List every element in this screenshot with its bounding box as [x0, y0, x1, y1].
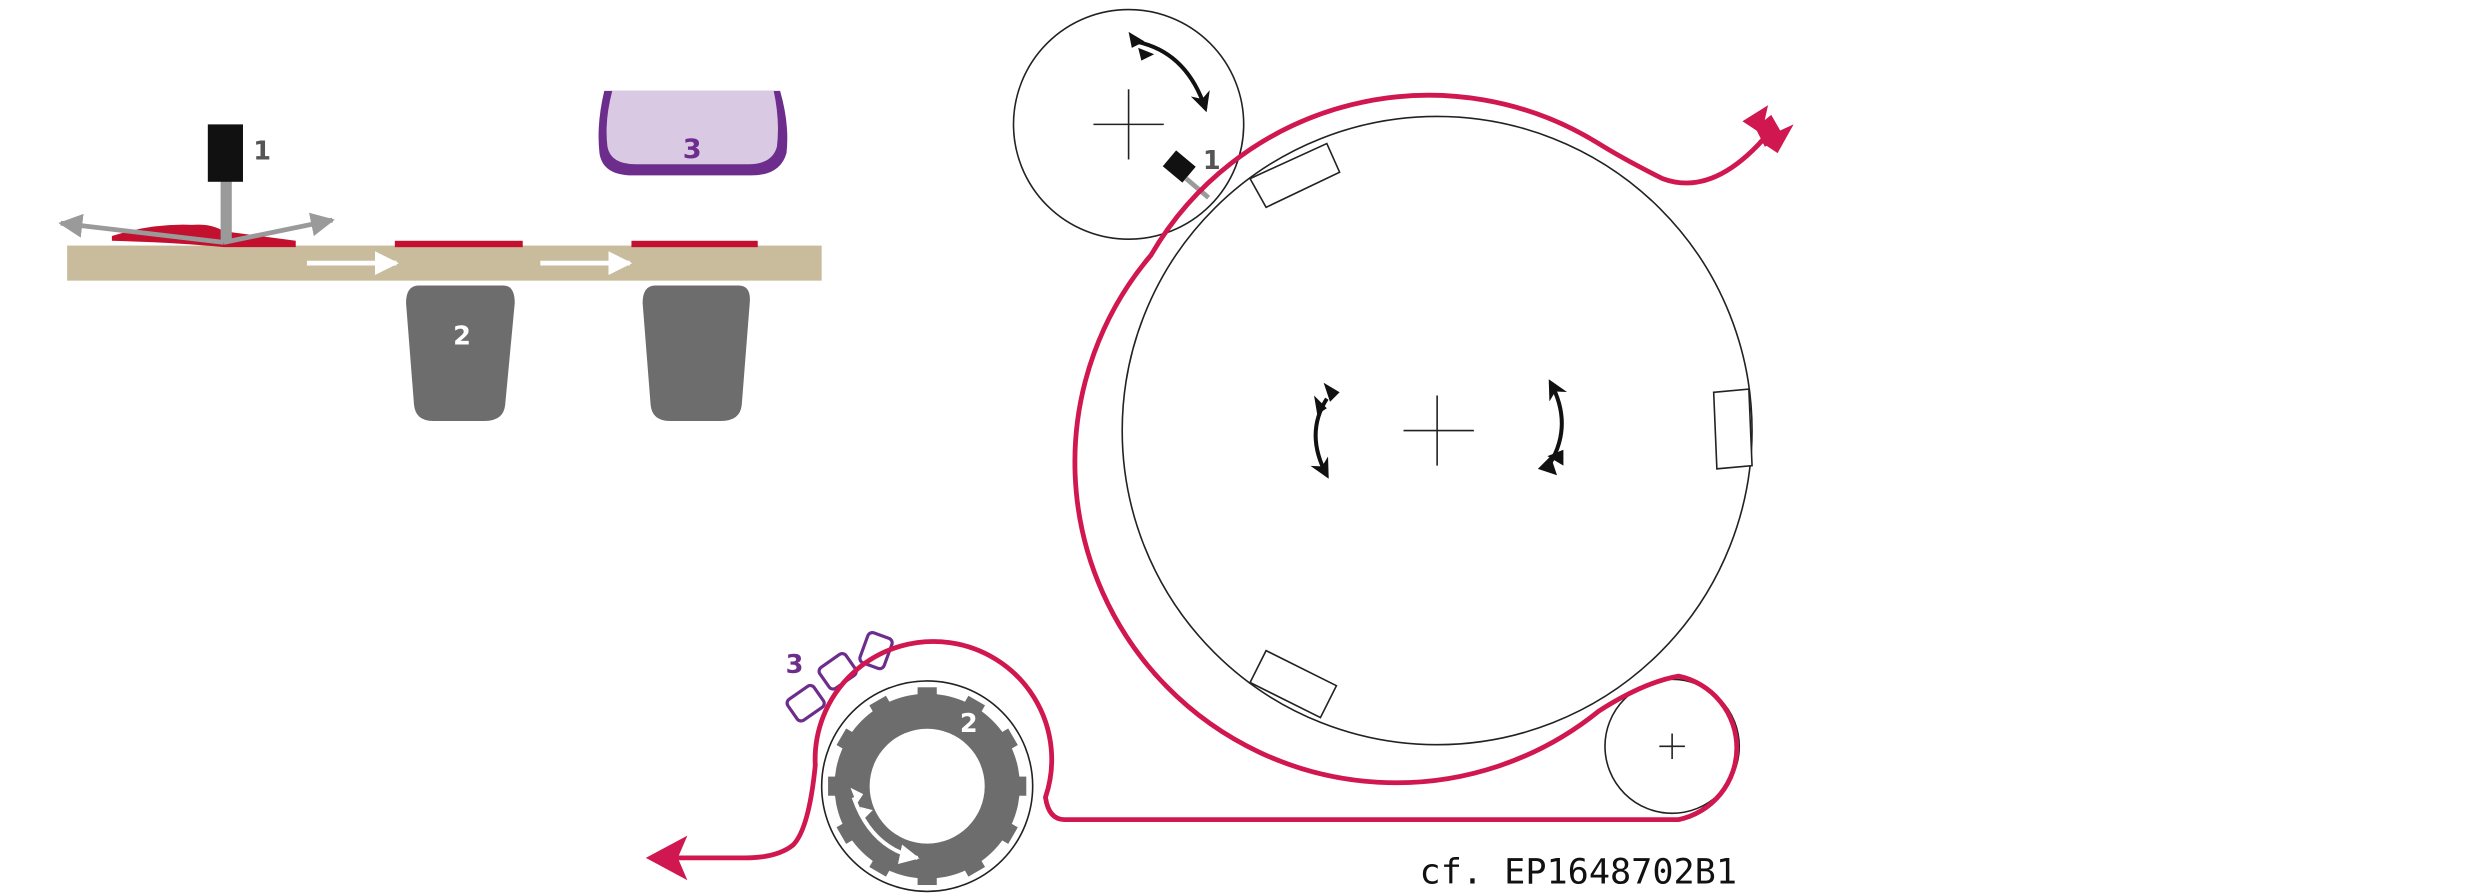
cutter: 1	[207, 124, 271, 243]
pads-label: 3	[786, 650, 804, 680]
carrier-web	[67, 245, 822, 281]
cutter-label: 1	[253, 136, 271, 166]
gear-roll: 2	[820, 680, 1034, 893]
right-figure: 1	[645, 8, 1794, 893]
drum-cutter: 1	[1162, 146, 1221, 200]
drum-pocket	[1248, 142, 1341, 209]
peeled-label	[111, 224, 296, 248]
knife-arrow-right	[223, 212, 335, 245]
left-figure: 3 1 2	[58, 90, 822, 421]
patent-citation: cf. EP1648702B1	[1420, 851, 1737, 892]
roller-label: 2	[453, 321, 471, 351]
web-path	[671, 92, 1770, 861]
applicator-pad: 3	[598, 90, 788, 176]
gear-roll-label: 2	[960, 709, 978, 739]
knife-arrow-left	[58, 213, 225, 245]
arrow-fletching	[1128, 31, 1155, 61]
web-entry-arrow	[1742, 105, 1794, 154]
arrow-fletching	[1537, 449, 1564, 476]
upper-rotation-arrow	[1134, 39, 1210, 113]
upper-roll	[1012, 8, 1245, 240]
label-strip	[631, 240, 758, 248]
drum-cutter-label: 1	[1203, 146, 1221, 176]
drum-pocket	[1249, 649, 1338, 719]
roller-block	[642, 285, 750, 421]
arrow-fletching	[1314, 382, 1340, 415]
applicator-label: 3	[683, 134, 702, 165]
roller-block	[406, 285, 515, 421]
web-exit-arrow	[645, 835, 688, 881]
drum-pocket	[1712, 388, 1753, 470]
label-strip	[394, 240, 523, 248]
vacuum-drum	[1121, 115, 1753, 746]
drum-rotation-arrow	[1548, 379, 1567, 464]
